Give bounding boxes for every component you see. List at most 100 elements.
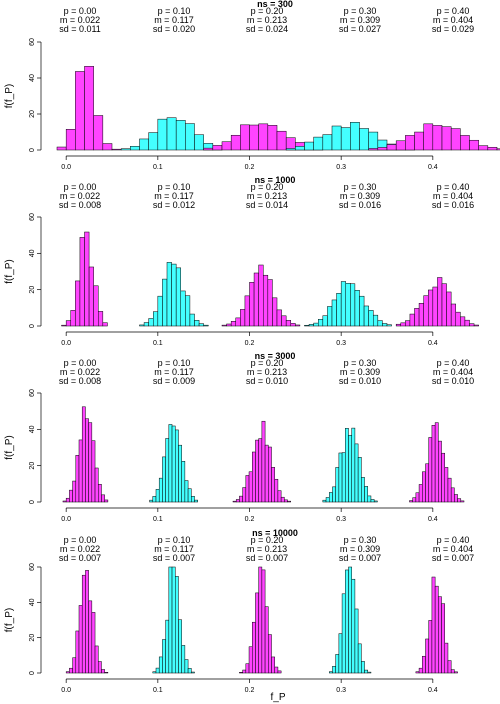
histogram-bar [441,452,446,503]
histogram-bar [101,494,105,503]
y-tick-label: 20 [29,634,36,642]
histogram-bar [235,317,241,327]
histogram-bar [248,471,253,503]
histogram-bar [377,147,388,151]
histogram-bar [162,456,166,503]
y-tick-label: 40 [29,74,36,82]
group-p-label: p = 0.30 [344,358,377,368]
histogram-bar [249,124,259,151]
histogram-bar [203,147,214,151]
histogram-bar [175,120,186,151]
histogram-bar [422,471,426,503]
histogram-bar [423,123,434,151]
histogram-bar [258,123,269,151]
histogram-bar [267,279,273,327]
histogram-bars [139,262,209,327]
histogram-bar [72,657,77,674]
y-tick-label: 60 [29,213,36,221]
histogram-bar [168,424,173,503]
histogram-bar [85,570,89,674]
histogram-bar [368,131,379,151]
histogram-bar [148,132,159,151]
histogram-bar [415,671,420,674]
panel-title: ns = 3000 [255,351,296,361]
group-p-label: p = 0.30 [344,6,377,16]
histogram-bar [249,282,255,327]
histogram-bar [348,434,352,503]
group-mean-label: m = 0.309 [340,367,380,377]
histogram-bar [239,672,243,674]
histogram-bar [325,497,330,503]
histogram-bar [400,322,406,327]
histogram-bar [340,127,351,151]
panel-title: ns = 1000 [255,175,296,185]
histogram-bar [351,578,356,674]
histogram-bar [255,439,259,503]
histogram-bar [447,660,452,674]
histogram-bar [101,669,105,674]
histogram-bar [295,324,301,327]
histogram-bar [345,428,349,503]
histogram-bar [194,134,204,151]
group-p-label: p = 0.40 [437,535,470,545]
histogram-bar [171,566,176,674]
histogram-bar [88,600,93,674]
group-sd-label: sd = 0.011 [59,24,101,34]
histogram-bar [431,576,436,674]
y-tick-label: 0 [29,148,36,152]
group-mean-label: m = 0.117 [154,191,194,201]
histogram-bar [165,438,170,503]
histogram-bar [363,305,369,327]
histogram-bar [88,422,93,503]
histogram-bar [56,146,67,151]
group-mean-label: m = 0.404 [433,15,473,25]
histogram-bar [450,669,455,674]
histogram-bar [212,145,223,151]
histogram-bar [428,437,433,503]
y-axis-label: f(f_P) [4,259,15,283]
histogram-bar [165,619,170,674]
histogram-bar [377,320,383,327]
histogram-bar [226,323,232,327]
group-mean-label: m = 0.213 [247,544,287,554]
group-mean-label: m = 0.022 [60,191,100,201]
histogram-bar [91,612,96,674]
histogram-bar [157,295,163,327]
histogram-bar [221,141,232,151]
histogram-bars [120,117,223,151]
histogram-bar [351,427,356,503]
histogram-bar [98,311,104,327]
histogram-bar [460,500,465,503]
histogram-bar [414,308,420,327]
group-sd-label: sd = 0.007 [153,553,195,563]
histogram-bars [409,422,465,503]
histogram-bar [139,138,149,151]
histogram-bar [313,322,319,327]
histogram-bar [272,297,278,327]
histogram-bar [168,566,173,674]
histogram-bar [102,322,108,327]
histogram-bar [184,480,189,503]
histogram-bar [240,309,246,327]
group-sd-label: sd = 0.007 [432,553,474,563]
histogram-bar [187,668,192,674]
histogram-bar [287,500,292,503]
histogram-bar [180,290,186,327]
histogram-bar [473,324,479,327]
histogram-bar [280,496,285,503]
x-tick-label: 0.1 [153,516,163,523]
group-p-label: p = 0.40 [437,182,470,192]
histogram-bar [94,645,99,674]
histogram-bar [62,500,67,503]
x-tick-label: 0.4 [428,340,438,347]
y-tick-label: 40 [29,249,36,257]
group-p-label: p = 0.30 [344,535,377,545]
histogram-bar [285,320,292,327]
histogram-bar [418,667,423,674]
group-sd-label: sd = 0.007 [59,553,101,563]
histogram-bar [496,148,500,151]
histogram-bar [418,303,424,327]
y-tick-label: 0 [29,671,36,675]
